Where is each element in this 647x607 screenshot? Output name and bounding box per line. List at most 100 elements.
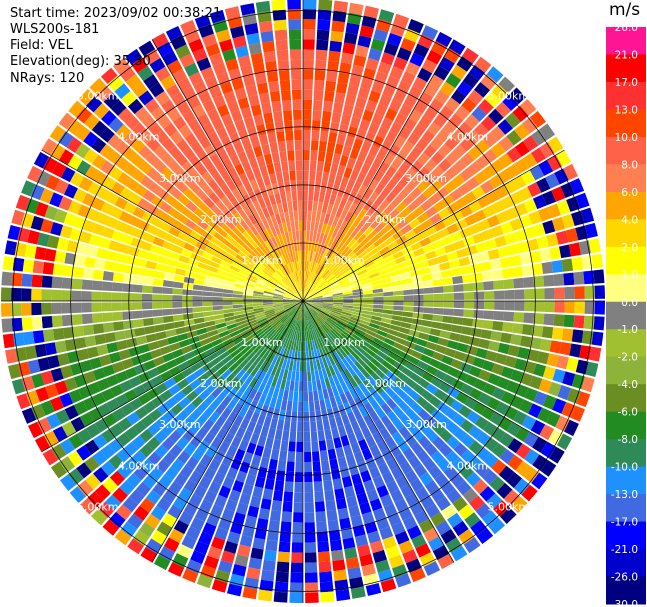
velocity-gate: [100, 201, 114, 216]
velocity-gate: [429, 358, 441, 369]
velocity-gate: [115, 370, 129, 383]
velocity-gate: [271, 376, 279, 388]
velocity-gate: [249, 179, 259, 191]
velocity-gate: [445, 151, 460, 166]
velocity-gate: [58, 112, 75, 130]
velocity-gate: [360, 354, 371, 365]
velocity-gate: [100, 67, 118, 85]
velocity-gate: [514, 141, 530, 157]
velocity-gate: [329, 458, 339, 470]
velocity-gate: [343, 298, 354, 301]
velocity-gate: [303, 250, 306, 261]
velocity-gate: [219, 38, 234, 53]
velocity-gate: [283, 295, 294, 299]
velocity-gate: [379, 273, 391, 280]
velocity-gate: [338, 258, 348, 268]
azimuth-spoke-240: [41, 300, 304, 453]
velocity-gate: [293, 512, 303, 523]
velocity-gate: [112, 321, 125, 331]
velocity-gate: [436, 128, 450, 143]
velocity-gate: [345, 22, 360, 35]
colorbar-unit: m/s: [609, 0, 641, 20]
velocity-gate: [446, 251, 459, 261]
velocity-gate: [201, 184, 214, 197]
velocity-gate: [277, 140, 287, 152]
velocity-gate: [546, 353, 560, 367]
velocity-gate: [378, 94, 392, 108]
velocity-gate: [322, 291, 333, 296]
velocity-gate: [181, 367, 194, 378]
velocity-gate: [167, 59, 183, 75]
velocity-gate: [591, 253, 604, 269]
velocity-gate: [133, 505, 150, 521]
velocity-gate: [274, 581, 289, 593]
velocity-gate: [286, 140, 294, 151]
velocity-gate: [497, 246, 510, 258]
velocity-gate: [407, 132, 421, 146]
velocity-gate: [208, 481, 222, 495]
velocity-gate: [453, 284, 464, 292]
velocity-gate: [322, 293, 333, 297]
velocity-gate: [332, 304, 344, 308]
velocity-gate: [202, 296, 213, 301]
velocity-gate: [524, 449, 540, 466]
velocity-gate: [434, 89, 450, 105]
velocity-gate: [319, 311, 329, 319]
velocity-gate: [304, 522, 316, 533]
velocity-gate: [212, 310, 224, 316]
velocity-gate: [204, 394, 216, 406]
velocity-gate: [250, 341, 261, 351]
velocity-gate: [389, 324, 401, 332]
velocity-gate: [179, 464, 194, 479]
velocity-gate: [287, 390, 294, 402]
velocity-gate: [206, 382, 218, 394]
velocity-gate: [481, 510, 499, 527]
velocity-gate: [148, 122, 163, 137]
velocity-gate: [398, 400, 410, 413]
velocity-gate: [298, 341, 301, 352]
velocity-gate: [316, 315, 325, 324]
velocity-gate: [378, 9, 395, 23]
velocity-gate: [252, 200, 262, 212]
velocity-gate: [146, 137, 161, 152]
velocity-gate: [326, 141, 336, 154]
velocity-gate: [232, 365, 243, 376]
velocity-gate: [275, 309, 286, 315]
velocity-gate: [387, 351, 399, 361]
velocity-gate: [374, 182, 386, 195]
velocity-gate: [213, 314, 225, 320]
velocity-gate: [510, 369, 524, 383]
velocity-gate: [201, 377, 214, 389]
velocity-gate: [122, 496, 139, 513]
velocity-gate: [1, 271, 13, 286]
velocity-gate: [546, 233, 559, 247]
velocity-gate: [140, 351, 153, 363]
velocity-gate: [492, 386, 506, 401]
velocity-gate: [135, 257, 148, 268]
velocity-gate: [348, 2, 364, 16]
velocity-gate: [215, 162, 227, 175]
velocity-gate: [198, 389, 211, 401]
velocity-gate: [251, 454, 262, 467]
velocity-gate: [123, 162, 138, 177]
velocity-gate: [303, 381, 308, 392]
velocity-gate: [167, 562, 185, 577]
velocity-gate: [190, 434, 203, 448]
velocity-gate: [258, 20, 273, 33]
velocity-gate: [225, 372, 236, 384]
velocity-gate: [164, 466, 179, 481]
velocity-gate: [293, 298, 303, 301]
velocity-gate: [270, 248, 278, 259]
velocity-gate: [358, 405, 369, 418]
velocity-gate: [303, 321, 305, 332]
velocity-gate: [542, 394, 557, 410]
velocity-gate: [168, 226, 181, 238]
velocity-gate: [246, 351, 256, 361]
velocity-gate: [474, 416, 489, 430]
velocity-gate: [536, 235, 549, 250]
velocity-gate: [390, 196, 402, 208]
velocity-gate: [448, 39, 466, 56]
velocity-gate: [243, 259, 254, 269]
velocity-gate: [322, 296, 334, 299]
velocity-gate: [265, 328, 275, 337]
